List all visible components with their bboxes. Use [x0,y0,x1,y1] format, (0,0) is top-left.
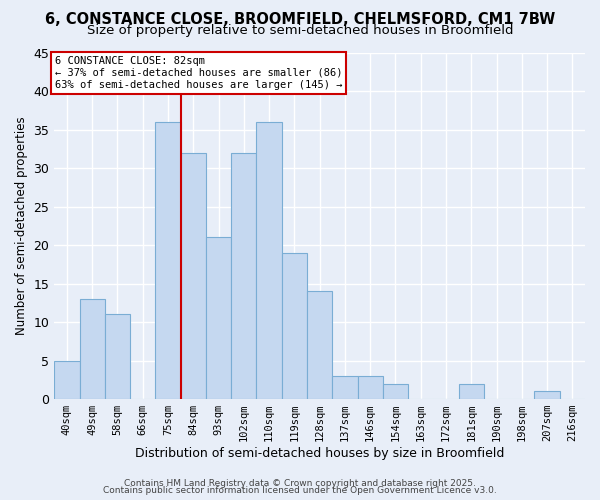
Bar [307,292,332,399]
Bar [458,384,484,399]
Text: 6, CONSTANCE CLOSE, BROOMFIELD, CHELMSFORD, CM1 7BW: 6, CONSTANCE CLOSE, BROOMFIELD, CHELMSFO… [45,12,555,28]
Bar [231,152,256,399]
X-axis label: Distribution of semi-detached houses by size in Broomfield: Distribution of semi-detached houses by … [135,447,505,460]
Bar [54,360,80,399]
Y-axis label: Number of semi-detached properties: Number of semi-detached properties [15,116,28,335]
Text: 6 CONSTANCE CLOSE: 82sqm
← 37% of semi-detached houses are smaller (86)
63% of s: 6 CONSTANCE CLOSE: 82sqm ← 37% of semi-d… [55,56,342,90]
Bar [332,376,358,399]
Bar [535,392,560,399]
Text: Size of property relative to semi-detached houses in Broomfield: Size of property relative to semi-detach… [87,24,513,37]
Text: Contains public sector information licensed under the Open Government Licence v3: Contains public sector information licen… [103,486,497,495]
Bar [105,314,130,399]
Bar [256,122,282,399]
Bar [383,384,408,399]
Bar [358,376,383,399]
Bar [282,252,307,399]
Bar [80,299,105,399]
Bar [181,152,206,399]
Bar [155,122,181,399]
Text: Contains HM Land Registry data © Crown copyright and database right 2025.: Contains HM Land Registry data © Crown c… [124,478,476,488]
Bar [206,238,231,399]
